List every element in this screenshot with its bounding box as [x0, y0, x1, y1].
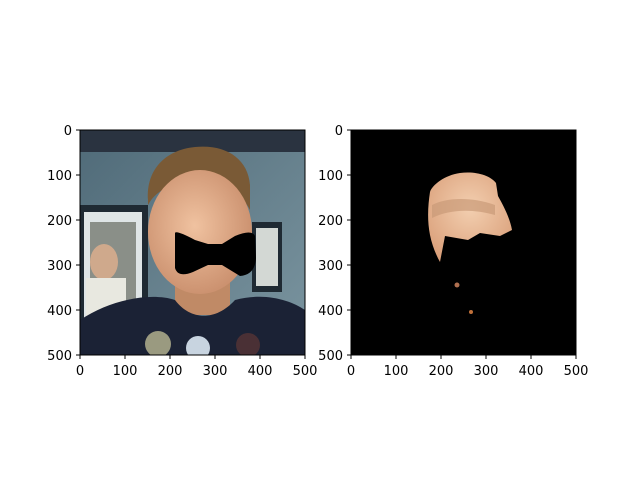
right-ytick-label: 100: [318, 169, 343, 184]
right-xtick-label: 0: [347, 364, 355, 379]
left-ytick-label: 200: [47, 214, 72, 229]
left-xtick-label: 500: [293, 364, 318, 379]
right-x-ticks: [350, 355, 577, 359]
left-xtick-label: 0: [76, 364, 84, 379]
left-x-ticks: [79, 355, 306, 359]
left-xtick-label: 100: [113, 364, 138, 379]
right-ytick-label: 300: [318, 259, 343, 274]
left-ytick-label: 400: [47, 304, 72, 319]
right-ytick-label: 200: [318, 214, 343, 229]
left-ytick-label: 300: [47, 259, 72, 274]
bowtie-mask: [175, 232, 256, 276]
left-panel-image: [80, 130, 305, 355]
right-xtick-label: 100: [384, 364, 409, 379]
left-axes: 0 100 200 300 400 500 0 100 200 300 400 …: [47, 124, 317, 379]
left-xtick-label: 400: [248, 364, 273, 379]
right-xtick-label: 400: [519, 364, 544, 379]
left-xtick-label: 200: [158, 364, 183, 379]
left-y-ticks: [76, 129, 80, 356]
right-axes: 0 100 200 300 400 500 0 100 200 300 400 …: [318, 124, 588, 379]
right-panel-image: [351, 130, 576, 355]
right-ytick-label: 0: [335, 124, 343, 139]
left-ytick-label: 500: [47, 349, 72, 364]
left-ytick-label: 100: [47, 169, 72, 184]
right-xtick-label: 300: [474, 364, 499, 379]
right-ytick-label: 500: [318, 349, 343, 364]
right-ytick-label: 400: [318, 304, 343, 319]
right-y-ticks: [347, 129, 351, 356]
left-ytick-label: 0: [64, 124, 72, 139]
right-xtick-label: 200: [429, 364, 454, 379]
left-xtick-label: 300: [203, 364, 228, 379]
right-xtick-label: 500: [564, 364, 589, 379]
skin-region: [428, 172, 512, 262]
